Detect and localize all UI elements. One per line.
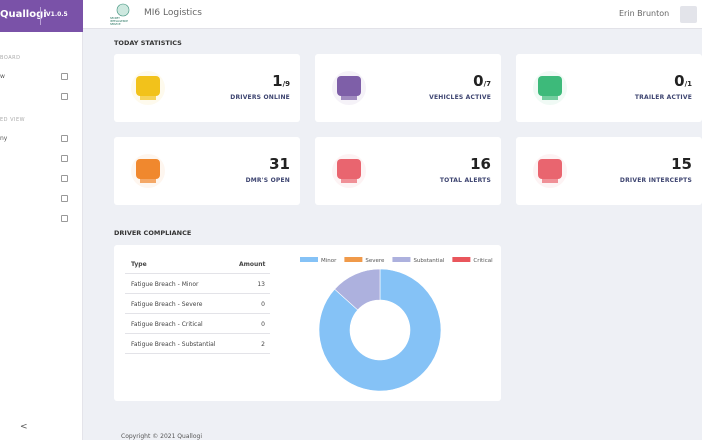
column-header: Type (131, 261, 147, 268)
stat-label: DRIVER INTERCEPTS (619, 177, 692, 184)
sidebar: Quallogi V1.0.5 BOARD w ED VIEW ny < (0, 0, 83, 440)
menu-icon (61, 93, 68, 100)
stat-card: 0/7 VEHICLES ACTIVE (315, 54, 501, 122)
donut-chart: Minor Severe Substantial Critical (300, 257, 493, 392)
stat-value: 15 (671, 155, 692, 173)
rule (125, 273, 270, 274)
rule (125, 293, 270, 294)
stat-value-row: 0/1 (674, 72, 692, 90)
menu-label: w (0, 73, 5, 80)
stat-card: 1/9 DRIVERS ONLINE (114, 54, 300, 122)
user-name: Erin Brunton (619, 9, 670, 18)
row-amount: 0 (261, 321, 265, 328)
stat-value: 16 (470, 155, 491, 173)
row-type: Fatigue Breach - Critical (131, 321, 203, 328)
stat-value-row: 1/9 (272, 72, 290, 90)
legend-label: Substantial (413, 258, 444, 264)
card-icon (533, 71, 567, 105)
stat-value: 1 (272, 72, 283, 90)
donut-slice (318, 268, 442, 392)
menu-item[interactable] (0, 151, 82, 167)
stat-label: DRIVERS ONLINE (230, 94, 290, 101)
menu-icon (61, 175, 68, 182)
stat-label: DMR'S OPEN (245, 177, 290, 184)
row-type: Fatigue Breach - Minor (131, 281, 199, 288)
menu-icon (61, 73, 68, 80)
topbar: SECRET INTELLIGENCE SERVICE MI6 Logistic… (83, 0, 702, 29)
card-icon (332, 154, 366, 188)
brand-bar: Quallogi V1.0.5 (0, 0, 83, 32)
stat-value: 31 (269, 155, 290, 173)
menu-icon (61, 195, 68, 202)
menu-item[interactable] (0, 171, 82, 187)
stat-value-row: 0/7 (473, 72, 491, 90)
row-amount: 13 (257, 281, 265, 288)
stat-value-row: 16 (470, 155, 491, 173)
stat-total: /7 (483, 80, 491, 88)
version: V1.0.5 (46, 11, 68, 18)
stat-value-row: 31 (269, 155, 290, 173)
collapse-button[interactable]: < (20, 422, 28, 432)
stat-card: 16 TOTAL ALERTS (315, 137, 501, 205)
donut-slice (334, 268, 381, 311)
stat-total: /9 (282, 80, 290, 88)
row-amount: 0 (261, 301, 265, 308)
rule (125, 353, 270, 354)
section-title: TODAY STATISTICS (114, 39, 182, 47)
menu-label: ny (0, 135, 8, 142)
stat-value-row: 15 (671, 155, 692, 173)
legend-swatch (452, 257, 471, 262)
avatar[interactable] (680, 6, 697, 23)
card-icon (332, 71, 366, 105)
stat-value: 0 (674, 72, 685, 90)
legend-label: Severe (365, 258, 385, 264)
rule (125, 333, 270, 334)
stat-label: TRAILER ACTIVE (634, 94, 692, 101)
row-amount: 2 (261, 341, 265, 348)
stat-card: 31 DMR'S OPEN (114, 137, 300, 205)
stat-total: /1 (684, 80, 692, 88)
menu-icon (61, 155, 68, 162)
menu-item[interactable] (0, 89, 82, 105)
stat-label: VEHICLES ACTIVE (429, 94, 491, 101)
card-icon (131, 71, 165, 105)
menu-section-title: ED VIEW (0, 117, 26, 123)
stat-value: 0 (473, 72, 484, 90)
menu-item[interactable] (0, 191, 82, 207)
card-icon (533, 154, 567, 188)
section-title: DRIVER COMPLIANCE (114, 229, 192, 237)
menu-item[interactable]: ny (0, 131, 82, 147)
row-type: Fatigue Breach - Substantial (131, 341, 216, 348)
logo-text: SECRET INTELLIGENCE SERVICE (110, 17, 128, 26)
menu-icon (61, 215, 68, 222)
legend-label: Minor (321, 258, 337, 264)
logo (116, 3, 130, 17)
legend-swatch (300, 257, 318, 262)
divider (40, 7, 41, 25)
menu-section-title: BOARD (0, 55, 21, 61)
stat-label: TOTAL ALERTS (439, 177, 491, 184)
column-header: Amount (239, 261, 266, 268)
legend-label: Critical (473, 258, 493, 264)
stat-card: 15 DRIVER INTERCEPTS (516, 137, 702, 205)
menu-item[interactable]: w (0, 69, 82, 85)
main: SECRET INTELLIGENCE SERVICE MI6 Logistic… (83, 0, 702, 440)
stat-card: 0/1 TRAILER ACTIVE (516, 54, 702, 122)
row-type: Fatigue Breach - Severe (131, 301, 203, 308)
legend-swatch (344, 257, 363, 262)
compliance-panel: Type Amount Fatigue Breach - Minor 13 Fatigu… (114, 245, 501, 401)
company-name: MI6 Logistics (144, 8, 202, 18)
rule (125, 313, 270, 314)
legend-swatch (392, 257, 411, 262)
brand: Quallogi (0, 9, 47, 20)
menu-icon (61, 135, 68, 142)
card-icon (131, 154, 165, 188)
menu-item[interactable] (0, 211, 82, 227)
footer: Copyright © 2021 Quallogi (121, 433, 202, 440)
